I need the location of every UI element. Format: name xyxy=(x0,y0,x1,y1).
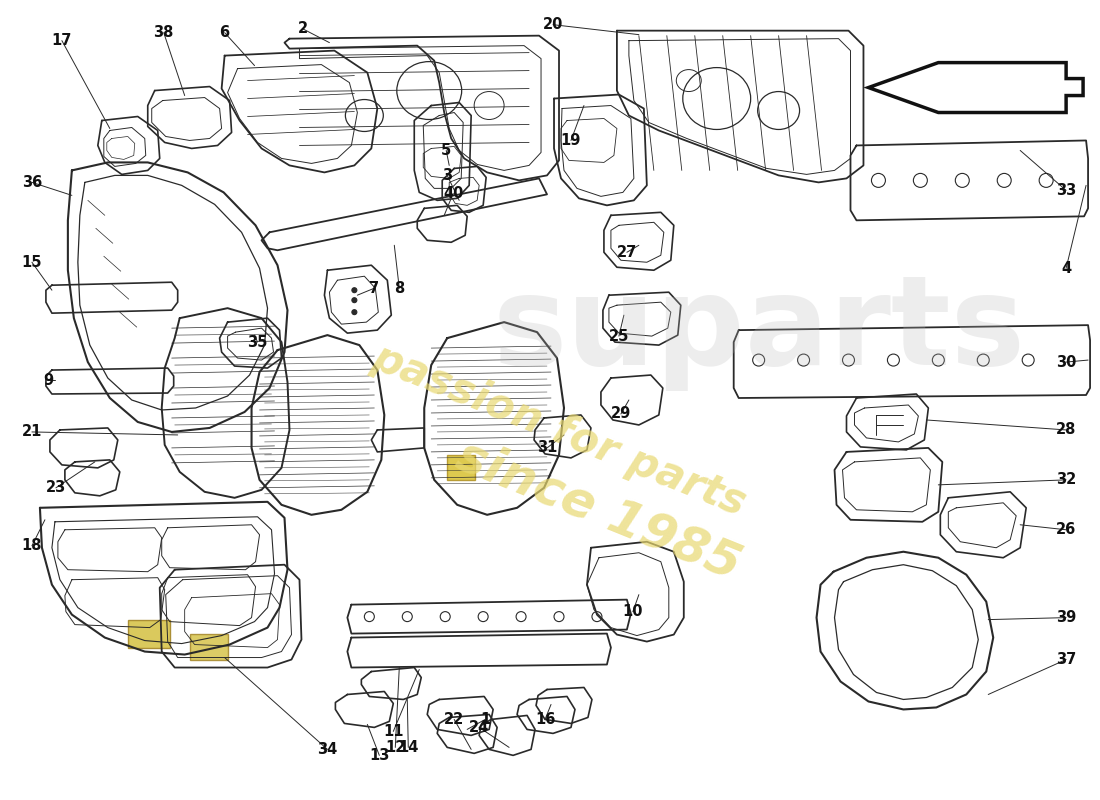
Circle shape xyxy=(352,288,356,293)
Text: 29: 29 xyxy=(610,406,631,422)
Text: 3: 3 xyxy=(442,168,452,183)
Text: 18: 18 xyxy=(22,538,42,554)
Text: 36: 36 xyxy=(22,175,42,190)
Text: 34: 34 xyxy=(317,742,338,757)
Text: 13: 13 xyxy=(370,748,389,763)
Text: suparts: suparts xyxy=(492,270,1025,390)
Circle shape xyxy=(352,310,356,314)
Text: 14: 14 xyxy=(398,740,418,755)
Text: 37: 37 xyxy=(1056,652,1076,667)
Bar xyxy=(128,620,169,647)
Text: 39: 39 xyxy=(1056,610,1076,625)
Text: 17: 17 xyxy=(52,33,73,48)
Text: 5: 5 xyxy=(441,143,451,158)
Text: 1: 1 xyxy=(480,712,491,727)
Text: 25: 25 xyxy=(608,329,629,344)
Text: 2: 2 xyxy=(297,21,308,36)
Text: 35: 35 xyxy=(248,334,267,350)
Text: 6: 6 xyxy=(220,25,230,40)
Text: 23: 23 xyxy=(46,480,66,495)
Text: 21: 21 xyxy=(22,425,42,439)
Text: 4: 4 xyxy=(1062,261,1071,276)
Circle shape xyxy=(352,298,356,302)
Text: 32: 32 xyxy=(1056,472,1076,487)
Bar xyxy=(189,634,228,659)
Text: 38: 38 xyxy=(154,25,174,40)
Text: 30: 30 xyxy=(1056,354,1076,370)
Text: 10: 10 xyxy=(623,604,643,619)
Text: 8: 8 xyxy=(394,281,405,296)
Text: 33: 33 xyxy=(1056,183,1076,198)
Text: 19: 19 xyxy=(561,133,581,148)
Text: 12: 12 xyxy=(385,740,406,755)
Text: 20: 20 xyxy=(542,17,563,32)
Text: 16: 16 xyxy=(535,712,556,727)
Text: passion for parts: passion for parts xyxy=(366,336,752,524)
Text: 9: 9 xyxy=(43,373,53,387)
Text: 40: 40 xyxy=(443,186,463,201)
Text: 22: 22 xyxy=(444,712,464,727)
Text: since 1985: since 1985 xyxy=(450,431,748,589)
Text: 15: 15 xyxy=(22,254,42,270)
Bar xyxy=(448,455,475,480)
Text: 26: 26 xyxy=(1056,522,1076,538)
Text: 31: 31 xyxy=(537,441,558,455)
Text: 11: 11 xyxy=(383,724,404,739)
Text: 7: 7 xyxy=(370,281,379,296)
Text: 27: 27 xyxy=(617,245,637,260)
Text: 24: 24 xyxy=(469,720,490,735)
Text: 28: 28 xyxy=(1056,422,1076,438)
